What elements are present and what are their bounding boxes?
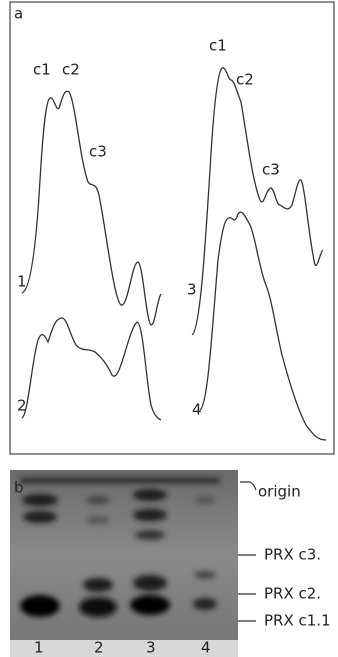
trace-label: 2 (17, 397, 27, 415)
origin-marker (240, 482, 256, 490)
lane-label: 2 (94, 639, 104, 657)
peak-label: c3 (262, 161, 280, 179)
peak-label: c2 (236, 71, 254, 89)
lane-label: 1 (34, 639, 44, 657)
band-label: PRX c3. (264, 546, 321, 564)
panel-label: b (14, 479, 24, 497)
trace-label: 1 (17, 273, 27, 291)
trace-label: 4 (192, 401, 202, 419)
lane-label: 3 (146, 639, 156, 657)
panel-a-frame (10, 2, 334, 454)
lane-label: 4 (201, 639, 211, 657)
band-label: origin (258, 483, 301, 501)
figure: a c1 c2 c3 c1 c2 c3 1 2 3 4 b origin PRX… (0, 0, 338, 657)
trace-label: 3 (187, 281, 197, 299)
peak-label: c1 (209, 37, 227, 55)
band-label: PRX c2. (264, 585, 321, 603)
panel-label: a (14, 5, 23, 23)
peak-label: c1 (33, 61, 51, 79)
peak-label: c2 (62, 61, 80, 79)
peak-label: c3 (89, 143, 107, 161)
band-label: PRX c1.1 (264, 612, 331, 630)
